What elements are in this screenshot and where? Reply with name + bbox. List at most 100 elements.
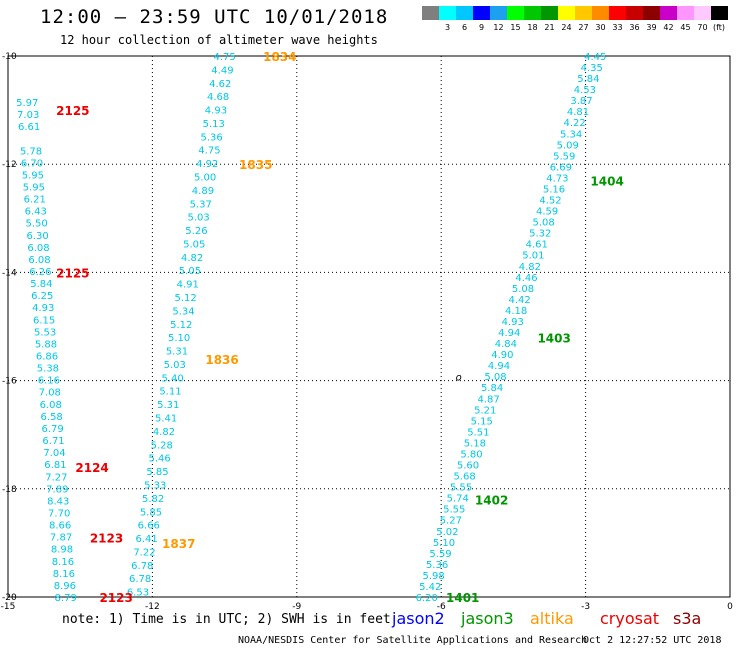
pass-number-label: 1834 [263, 50, 296, 64]
wave-height-value: 5.80 [460, 449, 482, 460]
wave-height-value: 6.71 [42, 436, 64, 447]
wave-height-value: 6.26 [29, 267, 51, 278]
legend-swatch [626, 6, 643, 20]
legend-label: 15 [510, 23, 521, 32]
wave-height-value: 6.53 [127, 588, 149, 599]
legend-swatch [575, 6, 592, 20]
map-frame [7, 55, 731, 598]
wave-height-value: 6.25 [31, 291, 53, 302]
wave-height-value: 5.98 [423, 571, 445, 582]
legend-swatch [694, 6, 711, 20]
wave-height-value: 5.60 [457, 461, 479, 472]
wave-height-value: 5.08 [484, 372, 506, 383]
wave-height-value: 5.05 [179, 266, 201, 277]
wave-height-value: 8.98 [51, 545, 73, 556]
wave-height-value: 4.59 [536, 207, 558, 218]
map-title: 12:00 – 23:59 UTC 10/01/2018 [40, 6, 389, 28]
legend-swatch [643, 6, 660, 20]
pass-number-label: 1402 [475, 494, 508, 508]
generated-timestamp: Oct 2 12:27:52 UTC 2018 [583, 635, 722, 646]
pass-number-label: 2123 [90, 531, 123, 545]
wave-height-value: 5.00 [194, 173, 216, 184]
wave-height-value: 4.45 [584, 52, 606, 63]
legend-label: 6 [461, 23, 468, 32]
wave-height-value: 5.78 [20, 146, 42, 157]
wave-height-value: 5.08 [533, 218, 555, 229]
wave-height-value: 4.52 [539, 196, 561, 207]
x-tick-label: -12 [145, 602, 160, 612]
wave-height-value: 5.12 [170, 320, 192, 331]
legend-swatch [660, 6, 677, 20]
legend-swatch [507, 6, 524, 20]
legend-cell: 39 [643, 6, 660, 32]
wave-height-value: 5.28 [151, 440, 173, 451]
wave-height-value: 4.53 [574, 85, 596, 96]
wave-height-value: 5.18 [464, 438, 486, 449]
wave-height-value: 4.93 [32, 303, 54, 314]
wave-height-value: 5.08 [512, 284, 534, 295]
wave-height-value: 7.89 [46, 484, 68, 495]
legend-swatch [592, 6, 609, 20]
wave-height-value: 4.90 [491, 350, 513, 361]
wave-height-value: 5.31 [166, 347, 188, 358]
legend-label: 42 [663, 23, 674, 32]
legend-label: 3 [444, 23, 451, 32]
pass-number-label: 1401 [446, 591, 479, 605]
wave-height-value: 6.78 [129, 574, 151, 585]
wave-height-value: 6.58 [41, 412, 63, 423]
pass-number-label: 2125 [56, 266, 89, 280]
legend-swatch [456, 6, 473, 20]
legend-cell: 33 [609, 6, 626, 32]
legend-label: 21 [544, 23, 555, 32]
wave-height-value: 5.13 [203, 119, 225, 130]
legend-label: 9 [478, 23, 485, 32]
wave-height-value: 6.69 [550, 162, 572, 173]
wave-height-value: 5.31 [157, 400, 179, 411]
wave-height-value: 5.82 [142, 494, 164, 505]
wave-height-value: 4.35 [581, 63, 603, 74]
wave-height-value: 5.55 [450, 483, 472, 494]
legend-swatch [473, 6, 490, 20]
wave-height-value: 4.49 [211, 65, 233, 76]
wave-height-value: 4.42 [508, 295, 530, 306]
satellite-label-altika: altika [530, 609, 574, 628]
wave-height-value: 5.32 [529, 229, 551, 240]
legend-cell: 27 [575, 6, 592, 32]
legend-swatch [558, 6, 575, 20]
legend-cell: 21 [541, 6, 558, 32]
wave-height-value: 7.04 [43, 448, 65, 459]
wave-height-value: 5.03 [164, 360, 186, 371]
satellite-label-jason3: jason3 [461, 609, 514, 628]
wave-height-value: 5.85 [146, 467, 168, 478]
wave-height-value: 4.68 [207, 92, 229, 103]
wave-height-value: 5.41 [155, 414, 177, 425]
wave-height-value: 5.11 [159, 387, 181, 398]
wave-height-value: 5.01 [522, 251, 544, 262]
wave-height-value: 6.79 [41, 424, 63, 435]
wave-height-value: 4.94 [488, 361, 510, 372]
wave-height-value: 5.88 [35, 339, 57, 350]
wave-height-value: 8.43 [47, 496, 69, 507]
legend-swatch [541, 6, 558, 20]
wave-height-value: 5.85 [140, 507, 162, 518]
wave-height-value: 6.70 [21, 158, 43, 169]
legend-swatch [422, 6, 439, 20]
x-tick-label: -9 [292, 602, 301, 612]
wave-height-value: 5.15 [471, 416, 493, 427]
wave-height-value: 5.42 [419, 582, 441, 593]
satellite-label-cryosat: cryosat [600, 609, 660, 628]
wave-height-value: 5.34 [172, 306, 194, 317]
wave-height-value: 4.92 [196, 159, 218, 170]
legend-swatch [439, 6, 456, 20]
legend-label: 39 [646, 23, 657, 32]
map-subtitle: 12 hour collection of altimeter wave hei… [60, 33, 378, 47]
wave-height-value: 4.94 [498, 328, 520, 339]
wave-height-value: 5.53 [34, 327, 56, 338]
wave-height-value: 5.26 [185, 226, 207, 237]
wave-height-value: 5.21 [474, 405, 496, 416]
wave-height-value: 5.74 [447, 494, 469, 505]
wave-height-value: 6.86 [36, 352, 58, 363]
wave-height-value: 4.89 [192, 186, 214, 197]
pass-number-label: 1837 [162, 537, 195, 551]
legend-cell: 36 [626, 6, 643, 32]
